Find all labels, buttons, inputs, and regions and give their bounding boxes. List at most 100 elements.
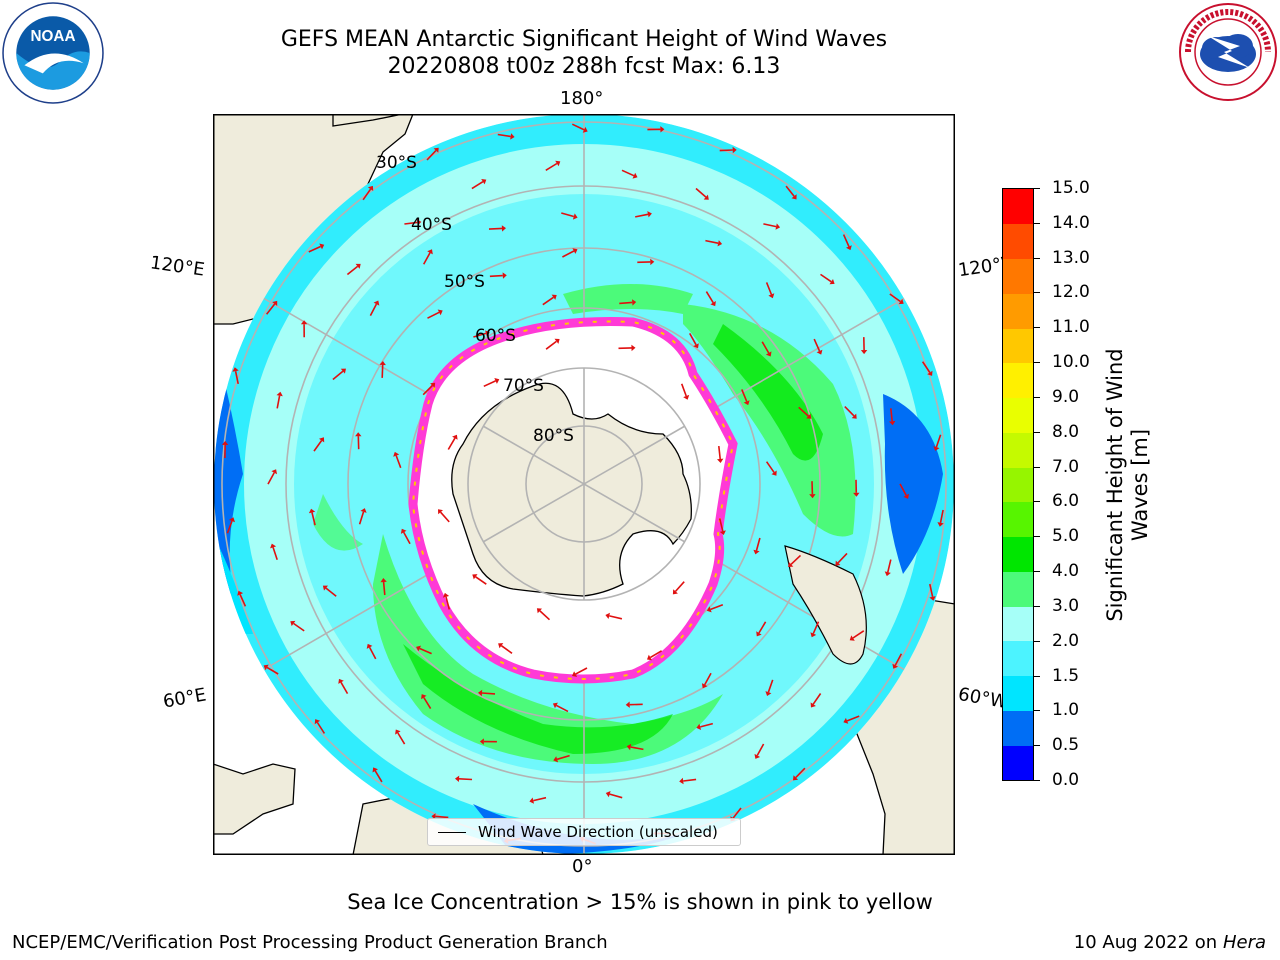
colorbar-segment xyxy=(1003,467,1033,503)
wind-wave-arrowhead xyxy=(632,299,637,306)
wind-wave-arrowhead xyxy=(693,343,699,349)
wind-wave-arrowhead xyxy=(632,172,638,179)
wind-wave-arrowhead xyxy=(572,213,578,220)
wind-wave-arrowhead xyxy=(237,590,244,596)
wind-wave-arrowhead xyxy=(553,756,559,763)
wind-wave-arrowhead xyxy=(501,225,506,232)
colorbar-segment xyxy=(1003,293,1033,329)
wind-wave-arrowhead xyxy=(355,263,361,269)
map-legend: Wind Wave Direction (unscaled) xyxy=(427,818,741,846)
wind-wave-arrowhead xyxy=(765,351,772,357)
wind-wave-arrow xyxy=(649,650,663,659)
colorbar-tick xyxy=(1034,362,1040,364)
wind-wave-arrowhead xyxy=(355,432,362,437)
wind-wave-arrow xyxy=(758,621,767,634)
wind-wave-arrowhead xyxy=(717,458,724,463)
wind-wave-arrowhead xyxy=(314,719,321,725)
wind-wave-arrow xyxy=(234,371,239,385)
wind-wave-arrow xyxy=(489,274,503,278)
lon-label-120e: 120°E xyxy=(148,252,206,281)
colorbar-tick xyxy=(1034,640,1040,642)
lat-label-70s: 70°S xyxy=(503,376,544,396)
wind-wave-arrow xyxy=(765,282,773,295)
wind-wave-arrow xyxy=(889,293,901,303)
chart-title: GEFS MEAN Antarctic Significant Height o… xyxy=(280,27,888,52)
colorbar-segment xyxy=(1003,328,1033,364)
wind-wave-arrowhead xyxy=(502,272,507,279)
wind-wave-arrowhead xyxy=(889,420,896,426)
colorbar-tick-label: 6.0 xyxy=(1052,491,1080,512)
wind-wave-arrowhead xyxy=(816,349,823,355)
wind-wave-arrow xyxy=(921,361,931,373)
wind-wave-arrowhead xyxy=(536,608,542,614)
wind-wave-arrowhead xyxy=(455,775,460,782)
wind-wave-arrowhead xyxy=(771,470,777,476)
wind-wave-arrowhead xyxy=(442,592,450,598)
wind-wave-arrowhead xyxy=(366,643,373,649)
wind-wave-arrowhead xyxy=(765,691,772,696)
wind-wave-arrow xyxy=(358,511,365,525)
wind-wave-arrow xyxy=(732,807,742,819)
wind-wave-arrow xyxy=(447,437,456,450)
wind-wave-arrowhead xyxy=(393,451,400,457)
date-text: 10 Aug 2022 on Hera xyxy=(1074,932,1266,953)
wind-wave-arrow xyxy=(755,537,761,551)
wind-wave-arrowhead xyxy=(806,413,812,419)
wind-wave-arrow xyxy=(332,370,344,381)
wind-wave-arrow xyxy=(571,123,585,131)
date-value: 10 Aug 2022 on xyxy=(1073,932,1218,953)
lon-label-180: 180° xyxy=(560,88,604,109)
wind-wave-arrowhead xyxy=(300,320,308,325)
wind-wave-arrowhead xyxy=(683,394,690,400)
colorbar-segment xyxy=(1003,640,1033,677)
wind-wave-arrowhead xyxy=(272,300,278,306)
wind-wave-arrow xyxy=(621,169,635,177)
wind-wave-arrow xyxy=(812,693,822,705)
wind-wave-arrow xyxy=(813,338,821,352)
wind-wave-arrowhead xyxy=(775,223,781,230)
wind-wave-arrowhead xyxy=(379,361,386,366)
wind-wave-arrow xyxy=(471,181,484,190)
wind-wave-arrow xyxy=(718,518,724,532)
wind-wave-arrow xyxy=(374,770,383,783)
colorbar-tick xyxy=(1034,188,1040,189)
wind-wave-arrowhead xyxy=(732,146,737,154)
polar-map: 30°S 40°S 50°S 60°S 70°S 80°S xyxy=(213,114,955,855)
colorbar-tick-label: 15.0 xyxy=(1052,178,1090,198)
wind-wave-arrowhead xyxy=(753,549,760,555)
wind-wave-arrowhead xyxy=(791,194,797,200)
wind-wave-arrowhead xyxy=(884,571,891,577)
lat-label-40s: 40°S xyxy=(411,215,452,235)
wind-wave-arrowhead xyxy=(605,791,611,798)
colorbar-tick-label: 0.0 xyxy=(1052,770,1080,790)
wind-wave-arrow xyxy=(395,455,402,469)
colorbar-tick-label: 10.0 xyxy=(1052,352,1090,373)
wind-wave-arrow xyxy=(798,406,809,417)
wind-wave-arrowhead xyxy=(340,368,346,374)
wind-wave-arrowhead xyxy=(933,446,940,451)
wind-wave-arrow xyxy=(761,341,770,354)
wind-wave-arrow xyxy=(556,754,570,761)
wind-wave-arrowhead xyxy=(810,702,816,708)
wind-wave-arrowhead xyxy=(427,249,433,255)
wind-wave-arrowhead xyxy=(660,126,665,133)
lat-label-50s: 50°S xyxy=(444,272,485,292)
wind-wave-arrow xyxy=(719,149,733,152)
colorbar-segment xyxy=(1003,571,1033,607)
wind-wave-arrow xyxy=(276,395,281,409)
wind-wave-arrow xyxy=(488,227,503,230)
wind-wave-arrowhead xyxy=(631,344,636,352)
wind-wave-arrow xyxy=(741,389,748,402)
wind-wave-arrowhead xyxy=(937,522,944,527)
wind-wave-arrows xyxy=(221,123,944,845)
wind-wave-arrow xyxy=(695,187,707,198)
wind-wave-arrow xyxy=(899,483,907,496)
wind-wave-arrowhead xyxy=(647,211,652,218)
wind-wave-arrow xyxy=(340,681,349,694)
wind-wave-arrowhead xyxy=(572,671,578,677)
wind-wave-arrowhead xyxy=(437,309,443,316)
machine-name: Hera xyxy=(1222,932,1266,953)
wind-wave-arrow xyxy=(316,722,326,734)
wind-wave-arrowhead xyxy=(829,279,835,285)
wind-wave-arrow xyxy=(700,722,714,728)
